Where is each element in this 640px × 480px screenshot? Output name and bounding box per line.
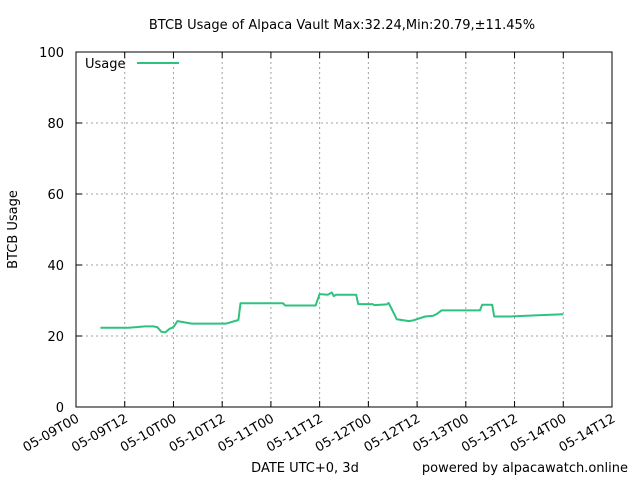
footer-credit: powered by alpacawatch.online <box>422 461 628 476</box>
y-tick-label: 40 <box>47 259 64 274</box>
y-tick-label: 20 <box>47 330 64 345</box>
y-tick-label: 80 <box>47 117 64 132</box>
y-tick-label: 0 <box>56 401 64 416</box>
series-line-usage <box>100 291 564 334</box>
legend-label-usage: Usage <box>85 57 126 72</box>
grid <box>76 52 612 407</box>
y-axis-label: BTCB Usage <box>6 190 21 269</box>
chart-title: BTCB Usage of Alpaca Vault Max:32.24,Min… <box>149 18 535 33</box>
series-layer <box>100 291 564 334</box>
x-tick-label: 05-14T12 <box>557 411 618 455</box>
y-tick-label: 100 <box>39 46 64 61</box>
plot-area <box>75 51 613 408</box>
x-axis-label: DATE UTC+0, 3d <box>251 461 359 476</box>
y-tick-label: 60 <box>47 188 64 203</box>
legend: Usage <box>85 57 179 72</box>
